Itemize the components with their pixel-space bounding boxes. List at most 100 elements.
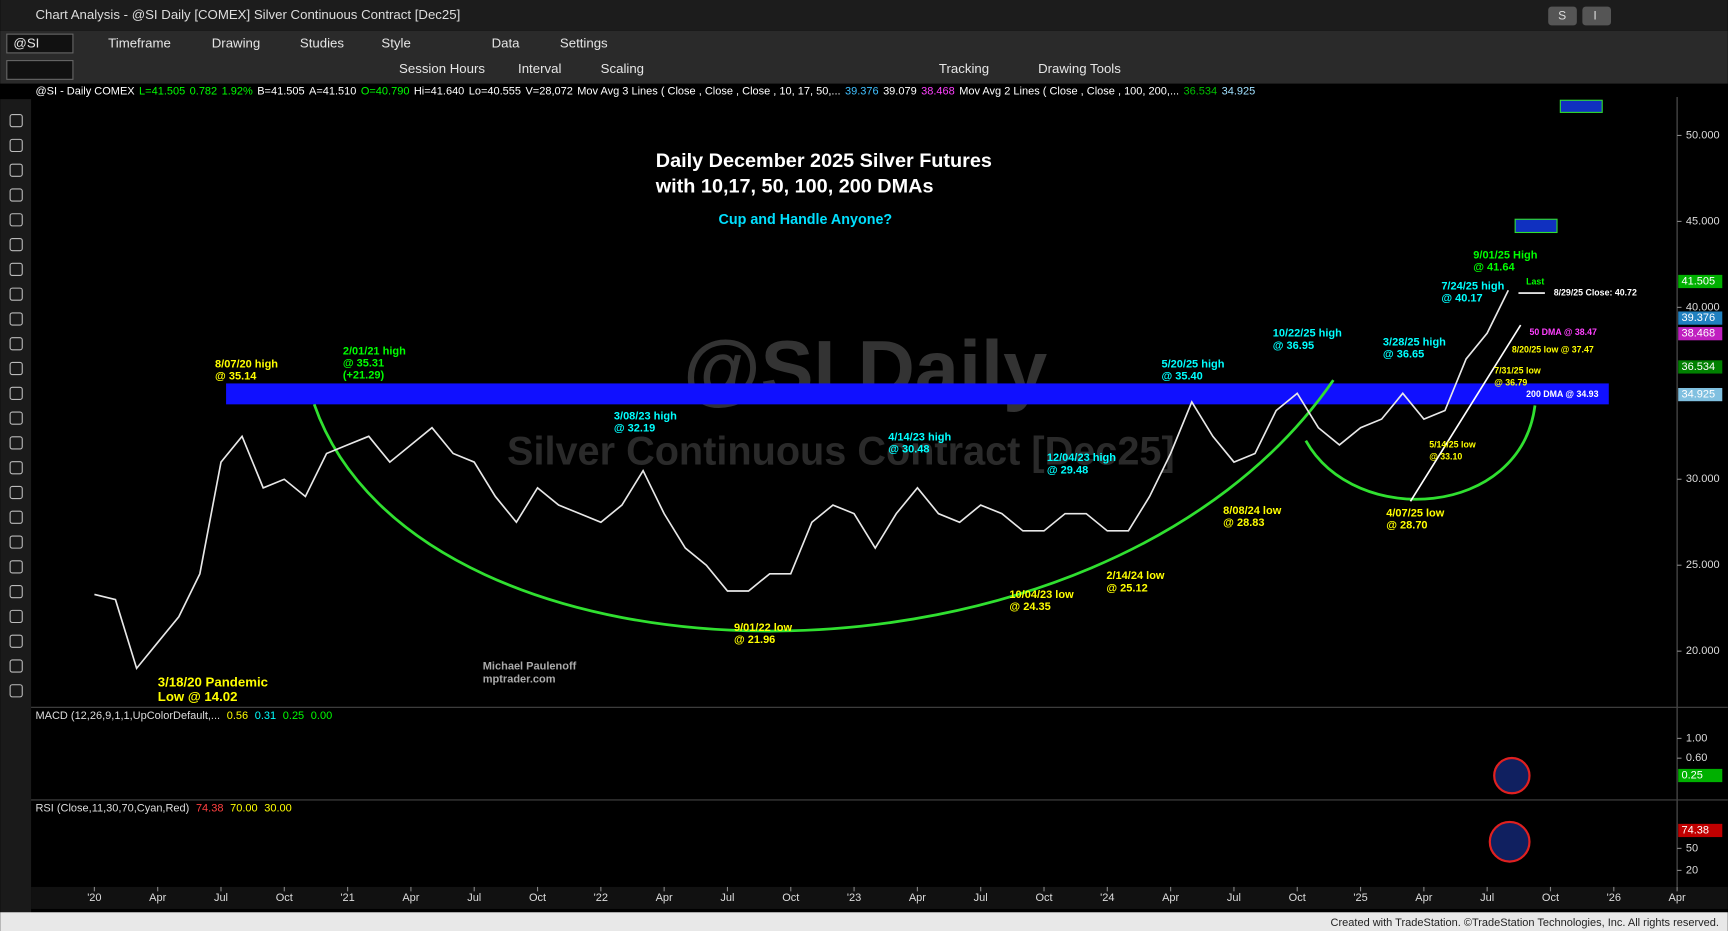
tool-icon[interactable] — [9, 535, 23, 549]
circle — [1488, 820, 1531, 863]
cup-arc — [312, 379, 1335, 633]
x-tick-label: Apr — [1415, 892, 1432, 904]
window-title: Chart Analysis - @SI Daily [COMEX] Silve… — [35, 7, 460, 22]
circle — [1493, 756, 1531, 795]
x-tick-label: '22 — [594, 892, 608, 904]
resistance-band — [226, 383, 1609, 405]
toolbar-button[interactable]: Tracking — [939, 61, 989, 76]
toolbar — [0, 30, 1728, 84]
tool-icon[interactable] — [9, 485, 23, 500]
credit: mptrader.com — [483, 674, 556, 686]
annotation: 2/14/24 low — [1106, 570, 1165, 582]
annotation: @ 36.65 — [1383, 349, 1424, 361]
tool-icon[interactable] — [9, 510, 23, 524]
interval-box[interactable] — [6, 60, 74, 80]
price-marker-label: 36.534 — [1682, 361, 1716, 373]
tool-icon[interactable] — [9, 436, 23, 450]
left-tools — [0, 99, 32, 915]
tool-icon[interactable] — [9, 461, 23, 475]
button[interactable] — [1548, 6, 1577, 26]
tool-icon[interactable] — [9, 237, 23, 252]
tool-icon[interactable] — [9, 609, 23, 624]
tool-icon[interactable] — [9, 287, 23, 301]
y-tick-label: 50 — [1686, 842, 1698, 854]
symbol[interactable]: @SI — [13, 36, 39, 51]
tool-icon[interactable] — [9, 262, 23, 276]
tool-icon[interactable] — [9, 337, 23, 351]
x-tick-label: Oct — [276, 892, 293, 904]
tool-icon[interactable] — [9, 361, 23, 376]
tool-icon[interactable] — [9, 684, 23, 698]
annotation: @ 41.64 — [1473, 262, 1515, 274]
tool-icon[interactable] — [9, 138, 23, 153]
annotation: Last — [1526, 276, 1544, 286]
tool-icon[interactable] — [9, 659, 23, 673]
tool-icon[interactable] — [9, 560, 23, 574]
toolbar-button[interactable]: Drawing Tools — [1038, 61, 1121, 76]
annotation: 8/29/25 Close: 40.72 — [1554, 287, 1637, 297]
button-label[interactable]: S — [1558, 9, 1566, 23]
tool-icon[interactable] — [9, 114, 23, 128]
info-item: Mov Avg 2 Lines ( Close , Close , 100, 2… — [959, 85, 1179, 97]
annotation: (+21.29) — [343, 370, 385, 382]
info-item: 39.079 — [883, 85, 917, 97]
annotation: 3/08/23 high — [614, 410, 677, 422]
tool-icon[interactable] — [9, 585, 23, 599]
price-line — [94, 289, 1510, 671]
annotation: @ 33.10 — [1429, 452, 1462, 462]
x-tick-label: Apr — [402, 892, 419, 904]
annotation: 8/07/20 high — [215, 359, 278, 371]
x-tick-label: '20 — [87, 892, 101, 904]
toolbar-button[interactable]: Data — [492, 36, 521, 51]
toolbar-button[interactable]: Interval — [518, 61, 561, 76]
tool-icon[interactable] — [9, 213, 23, 227]
annotation: 7/24/25 high — [1441, 280, 1504, 292]
toolbar-button[interactable]: Settings — [560, 36, 608, 51]
tool-icon[interactable] — [9, 312, 23, 326]
annotation: 8/20/25 low @ 37.47 — [1512, 345, 1594, 355]
rsi-header: RSI (Close,11,30,70,Cyan,Red) 74.38 70.00 3… — [35, 803, 291, 815]
tool-icon[interactable] — [9, 163, 23, 177]
annotation: 5/14/25 low — [1429, 439, 1476, 449]
price-marker-label: 41.505 — [1682, 275, 1716, 287]
x-tick-label: Oct — [1542, 892, 1559, 904]
toolbar-button[interactable]: Style — [381, 36, 410, 51]
x-tick-label: '24 — [1100, 892, 1114, 904]
x-tick-label: Apr — [149, 892, 166, 904]
annotation: 10/22/25 high — [1273, 328, 1342, 340]
toolbar-button[interactable]: Drawing — [212, 36, 261, 51]
toolbar-button[interactable]: Studies — [300, 36, 344, 51]
annotation: 10/04/23 low — [1009, 589, 1074, 601]
tool-icon[interactable] — [9, 411, 23, 425]
x-tick-label: Oct — [1289, 892, 1306, 904]
y-tick-label: 40.000 — [1686, 301, 1720, 313]
annotation: 50 DMA @ 38.47 — [1529, 327, 1597, 337]
x-tick-label: Jul — [214, 892, 228, 904]
annotation: @ 32.19 — [614, 422, 655, 434]
annotation: @ 35.40 — [1161, 371, 1202, 383]
button-label[interactable]: I — [1593, 9, 1596, 23]
button[interactable] — [1582, 6, 1612, 26]
annotation: @ 29.48 — [1047, 464, 1088, 476]
info-item: L=41.505 — [139, 85, 185, 97]
title-bar — [0, 0, 1728, 31]
y-tick-label: 20 — [1686, 864, 1698, 876]
toolbar-button[interactable]: Session Hours — [399, 61, 485, 76]
y-tick-label: 0.60 — [1686, 752, 1707, 764]
rsi-value: 30.00 — [264, 803, 292, 815]
price-marker — [1678, 274, 1723, 289]
footer: Created with TradeStation. ©TradeStation… — [1331, 917, 1719, 929]
price-marker-label: 38.468 — [1682, 328, 1716, 340]
tool-icon[interactable] — [9, 188, 23, 202]
price-marker — [1678, 311, 1723, 325]
status-bar — [0, 912, 1728, 931]
credit: Michael Paulenoff — [483, 660, 577, 672]
toolbar-button[interactable]: Scaling — [601, 61, 644, 76]
symbol-box[interactable] — [6, 33, 74, 54]
tool-icon[interactable] — [9, 386, 23, 400]
toolbar-button[interactable]: Timeframe — [108, 36, 171, 51]
annotation: 9/01/25 High — [1473, 250, 1537, 262]
tool-icon[interactable] — [9, 634, 23, 648]
info-item: 0.782 — [190, 85, 218, 97]
